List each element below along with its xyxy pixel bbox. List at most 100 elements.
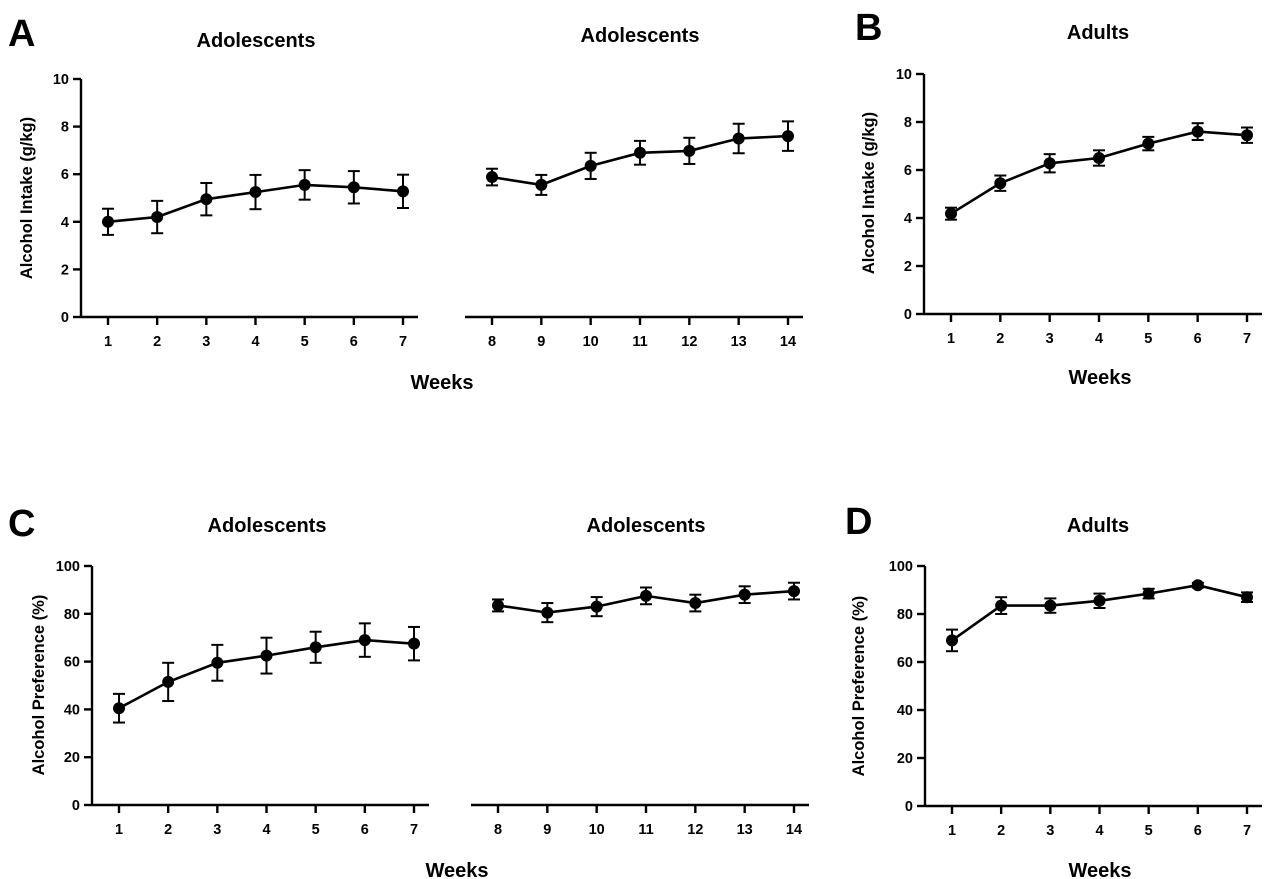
x-tick-label: 3 (1046, 823, 1054, 839)
data-point (590, 600, 603, 613)
data-point (113, 702, 125, 715)
x-tick-label: 5 (301, 334, 309, 350)
data-point (732, 132, 745, 145)
data-point (200, 193, 213, 206)
y-tick-label: 10 (53, 72, 69, 88)
data-point (995, 599, 1008, 612)
x-tick-label: 2 (996, 331, 1004, 347)
x-axis-label-panel-b: Weeks (1068, 367, 1131, 389)
panel-letter-a: A (8, 13, 35, 55)
x-tick-label: 6 (1194, 823, 1202, 839)
data-point (397, 185, 409, 198)
x-tick-label: 7 (410, 822, 418, 838)
data-point (347, 181, 360, 194)
panel-letter-d: D (845, 501, 872, 543)
x-axis-label-row1-adolescents: Weeks (410, 372, 473, 394)
data-point (260, 649, 273, 662)
series-line (950, 130, 1248, 215)
data-point (535, 178, 548, 191)
panel-letter-c: C (8, 503, 35, 545)
data-point (1241, 129, 1253, 142)
y-tick-label: 8 (904, 115, 912, 131)
data-point (1191, 125, 1204, 138)
x-axis-label-panel-d: Weeks (1068, 860, 1131, 879)
y-tick-label: 60 (897, 655, 913, 671)
data-point (492, 599, 504, 612)
x-tick-label: 4 (262, 822, 270, 838)
data-point (1043, 157, 1056, 170)
x-tick-label: 2 (997, 823, 1005, 839)
data-point (1044, 599, 1057, 612)
x-tick-label: 11 (632, 334, 647, 350)
y-tick-label: 6 (904, 163, 912, 179)
data-point (249, 186, 262, 199)
chart-title: Adults (1067, 22, 1129, 44)
y-tick-label: 4 (61, 215, 69, 231)
y-tick-label: 8 (61, 120, 69, 136)
x-tick-label: 10 (583, 334, 599, 350)
x-tick-label: 7 (1243, 331, 1251, 347)
panel-c-weeks-1-7: Adolescents Alcohol Preference (%) 0 20 40 60… (30, 515, 429, 838)
data-point (584, 159, 597, 172)
data-point (1241, 591, 1253, 604)
x-tick-label: 9 (543, 822, 551, 838)
x-tick-label: 14 (786, 822, 802, 838)
x-tick-label: 10 (589, 822, 605, 838)
y-tick-label: 20 (64, 750, 80, 766)
y-tick-label: 0 (905, 799, 913, 815)
x-tick-label: 4 (1095, 331, 1103, 347)
panel-d-adults: Adults Alcohol Preference (%) 0 20 40 60 80 100… (850, 515, 1262, 839)
x-tick-label: 2 (164, 822, 172, 838)
x-tick-label: 6 (350, 334, 358, 350)
x-tick-label: 6 (361, 822, 369, 838)
x-tick-label: 3 (1046, 331, 1054, 347)
x-tick-label: 6 (1194, 331, 1202, 347)
x-tick-label: 12 (681, 334, 697, 350)
data-point (1142, 587, 1155, 600)
x-tick-label: 3 (213, 822, 221, 838)
y-tick-label: 80 (897, 607, 913, 623)
y-axis-label: Alcohol Preference (%) (30, 595, 48, 776)
chart-title: Adolescents (581, 25, 700, 47)
data-point (162, 675, 175, 688)
x-tick-label: 5 (1145, 823, 1153, 839)
data-point (151, 211, 164, 224)
figure-labels: A B C D Weeks Weeks Weeks Weeks (8, 7, 1132, 879)
y-tick-label: 100 (889, 559, 913, 575)
x-tick-label: 13 (731, 334, 747, 350)
data-point (211, 656, 224, 669)
y-tick-label: 60 (64, 655, 80, 671)
data-point (738, 588, 751, 601)
data-point (683, 144, 696, 157)
chart-title: Adolescents (208, 515, 327, 537)
data-point (541, 606, 554, 619)
y-tick-label: 2 (61, 262, 69, 278)
data-point (1093, 594, 1106, 607)
data-point (408, 637, 420, 650)
x-tick-label: 8 (494, 822, 502, 838)
data-point (102, 215, 114, 228)
panel-a-weeks-8-14: Adolescents 8 9 10 11 12 13 14 (465, 25, 803, 350)
x-axis-label-row2-adolescents: Weeks (425, 860, 488, 879)
data-point (689, 597, 702, 610)
data-point (634, 146, 646, 159)
panel-a-weeks-1-7: Adolescents Alcohol Intake (g/kg) 0 2 4 6 8 10 1… (18, 30, 418, 350)
chart-title: Adolescents (197, 30, 316, 52)
data-point (640, 589, 652, 602)
x-tick-label: 1 (104, 334, 112, 350)
data-point (309, 641, 322, 654)
x-tick-label: 12 (687, 822, 703, 838)
x-tick-label: 2 (153, 334, 161, 350)
y-tick-label: 0 (72, 798, 80, 814)
data-point (994, 177, 1007, 190)
y-axis-label: Alcohol Intake (g/kg) (860, 112, 878, 274)
x-tick-label: 1 (948, 823, 956, 839)
y-tick-label: 20 (897, 751, 913, 767)
x-tick-label: 14 (780, 334, 796, 350)
data-point (1093, 152, 1105, 164)
x-tick-label: 3 (202, 334, 210, 350)
y-tick-label: 80 (64, 607, 80, 623)
